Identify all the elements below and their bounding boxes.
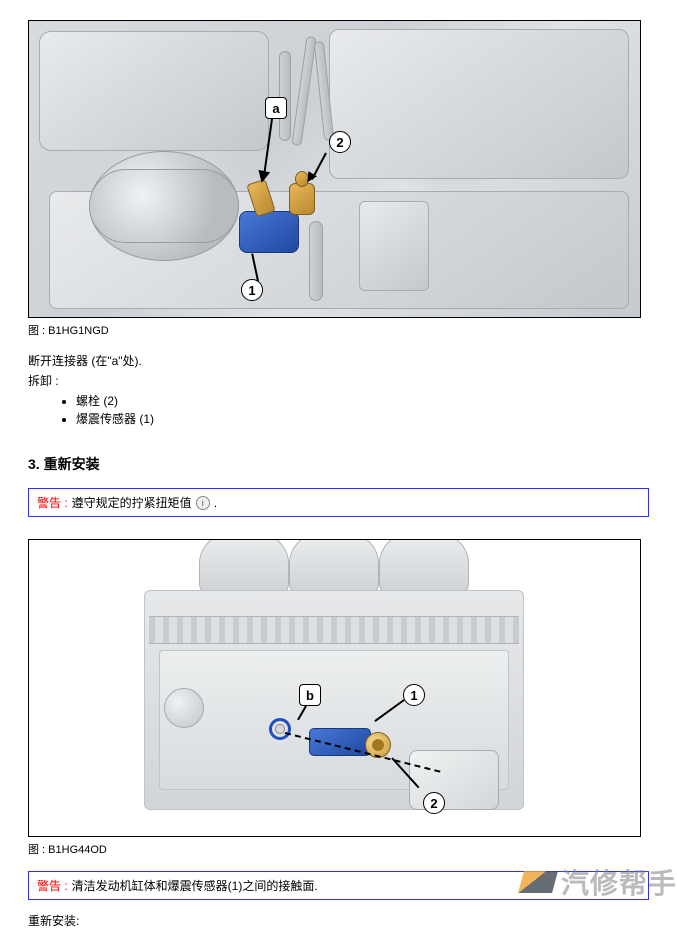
ribbed-section [149, 616, 519, 644]
callout-2-text: 2 [336, 135, 343, 150]
remove-bullets: 螺栓 (2) 爆震传感器 (1) [76, 392, 649, 428]
remove-label: 拆卸 : [28, 372, 649, 390]
callout-2-fig2-text: 2 [430, 796, 437, 811]
bullet-bolt: 螺栓 (2) [76, 392, 649, 410]
figure-1-caption-prefix: 图 : [28, 325, 48, 337]
callout-1-text: 1 [248, 283, 255, 298]
bolt-hole-left [164, 688, 204, 728]
callout-b: b [299, 684, 321, 706]
warning-box-2: 警告 : 清洁发动机缸体和爆震传感器(1)之间的接触面. [28, 871, 649, 900]
engine-block-upper-right [329, 29, 629, 179]
figure-2-caption: 图 : B1HG44OD [28, 841, 649, 857]
figure-1: a 2 1 [28, 20, 641, 318]
figure-2-caption-prefix: 图 : [28, 844, 48, 856]
knock-sensor-body [239, 211, 299, 253]
warning-2-label: 警告 : [37, 877, 68, 894]
callout-2: 2 [329, 131, 351, 153]
starter-body [89, 169, 239, 243]
callout-1: 1 [241, 279, 263, 301]
section-3-title: 3. 重新安装 [28, 454, 649, 474]
pipe-1 [279, 51, 291, 141]
hole-b-inner [275, 724, 285, 734]
pipe-lower [309, 221, 323, 301]
callout-a-text: a [272, 101, 279, 116]
engine-block-upper-left [39, 31, 269, 151]
callout-1-fig2: 1 [403, 684, 425, 706]
bracket [359, 201, 429, 291]
warning-1-text: 遵守规定的拧紧扭矩值 [72, 494, 192, 511]
reinstall-label: 重新安装: [28, 912, 649, 929]
warning-2-text: 清洁发动机缸体和爆震传感器(1)之间的接触面. [72, 877, 318, 894]
bullet-sensor: 爆震传感器 (1) [76, 410, 649, 428]
callout-1-fig2-text: 1 [410, 688, 417, 703]
disconnect-text: 断开连接器 (在"a"处). [28, 352, 649, 370]
warning-box-1: 警告 : 遵守规定的拧紧扭矩值 i . [28, 488, 649, 517]
callout-2-fig2: 2 [423, 792, 445, 814]
warning-1-label: 警告 : [37, 494, 68, 511]
callout-a: a [265, 97, 287, 119]
bolt-2-head [289, 183, 315, 215]
figure-2-caption-id: B1HG44OD [48, 844, 107, 856]
figure-1-caption: 图 : B1HG1NGD [28, 322, 649, 338]
callout-a-arrow [256, 170, 270, 184]
figure-2: b 1 2 [28, 539, 641, 837]
warning-1-suffix: . [214, 496, 217, 510]
figure-1-caption-id: B1HG1NGD [48, 325, 109, 337]
callout-b-text: b [306, 688, 314, 703]
bolt-2-center [372, 739, 384, 751]
info-icon[interactable]: i [196, 496, 210, 510]
